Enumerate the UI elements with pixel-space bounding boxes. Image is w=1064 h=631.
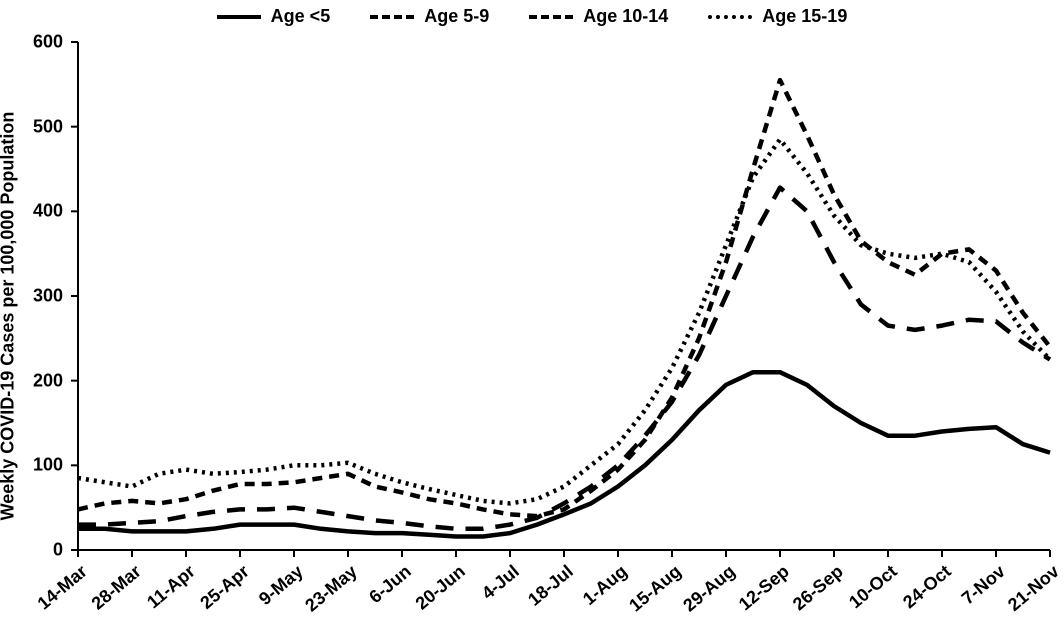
legend-item: Age 15-19	[708, 6, 847, 27]
chart-svg	[0, 0, 1064, 631]
legend-item: Age 5-9	[370, 6, 489, 27]
legend-swatch	[217, 15, 261, 19]
y-tick-label: 100	[33, 455, 71, 476]
y-tick-label: 0	[53, 540, 71, 561]
legend-swatch	[708, 15, 752, 19]
y-tick-label: 200	[33, 370, 71, 391]
series-line	[78, 139, 1050, 503]
legend: Age <5 Age 5-9 Age 10-14 Age 15-19	[0, 6, 1064, 27]
y-tick-label: 500	[33, 116, 71, 137]
y-axis-title: Weekly COVID-19 Cases per 100,000 Popula…	[0, 111, 19, 520]
chart-container: Age <5 Age 5-9 Age 10-14 Age 15-19 Weekly C…	[0, 0, 1064, 631]
legend-swatch	[529, 15, 573, 19]
y-tick-label: 600	[33, 32, 71, 53]
legend-item: Age <5	[217, 6, 331, 27]
legend-label: Age <5	[271, 6, 331, 27]
legend-swatch	[370, 15, 414, 19]
y-tick-label: 300	[33, 286, 71, 307]
legend-item: Age 10-14	[529, 6, 668, 27]
series-line	[78, 80, 1050, 516]
legend-label: Age 10-14	[583, 6, 668, 27]
series-line	[78, 372, 1050, 536]
series-line	[78, 188, 1050, 529]
y-tick-label: 400	[33, 201, 71, 222]
legend-label: Age 15-19	[762, 6, 847, 27]
legend-label: Age 5-9	[424, 6, 489, 27]
